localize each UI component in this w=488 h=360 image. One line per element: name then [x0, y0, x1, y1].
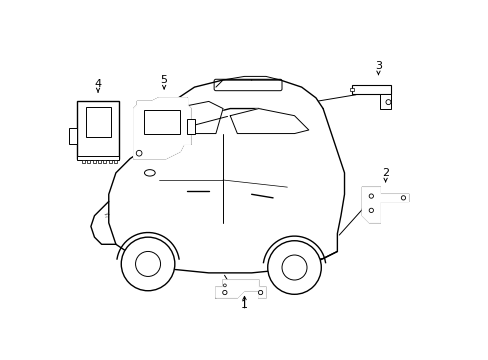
- FancyBboxPatch shape: [77, 102, 119, 158]
- Text: 4: 4: [94, 78, 102, 89]
- Text: 1: 1: [241, 300, 247, 310]
- Bar: [114, 160, 117, 163]
- Ellipse shape: [144, 170, 155, 176]
- Circle shape: [121, 237, 175, 291]
- Text: 2: 2: [381, 168, 388, 178]
- FancyBboxPatch shape: [187, 119, 195, 134]
- Circle shape: [401, 196, 405, 200]
- Circle shape: [368, 194, 373, 198]
- Bar: [108, 160, 111, 163]
- FancyBboxPatch shape: [77, 156, 119, 160]
- Text: 3: 3: [374, 61, 381, 71]
- Circle shape: [282, 255, 306, 280]
- Bar: [93, 160, 95, 163]
- Circle shape: [267, 241, 321, 294]
- Bar: [98, 160, 101, 163]
- Bar: [103, 160, 106, 163]
- Polygon shape: [159, 102, 223, 134]
- Bar: [87, 160, 90, 163]
- Circle shape: [222, 291, 226, 295]
- Bar: [349, 88, 353, 91]
- Circle shape: [223, 284, 226, 287]
- Circle shape: [368, 208, 373, 212]
- FancyBboxPatch shape: [69, 128, 77, 144]
- Circle shape: [385, 100, 390, 105]
- Polygon shape: [134, 98, 190, 158]
- FancyBboxPatch shape: [144, 111, 180, 134]
- Circle shape: [135, 251, 160, 276]
- Bar: [82, 160, 84, 163]
- Polygon shape: [362, 187, 408, 223]
- Text: ☆: ☆: [103, 213, 110, 219]
- FancyBboxPatch shape: [380, 94, 390, 109]
- Polygon shape: [230, 109, 308, 134]
- FancyBboxPatch shape: [351, 85, 390, 94]
- FancyBboxPatch shape: [214, 79, 282, 91]
- Polygon shape: [216, 280, 265, 298]
- FancyBboxPatch shape: [85, 107, 110, 137]
- Circle shape: [136, 150, 142, 156]
- Text: 5: 5: [160, 75, 167, 85]
- Circle shape: [258, 291, 262, 295]
